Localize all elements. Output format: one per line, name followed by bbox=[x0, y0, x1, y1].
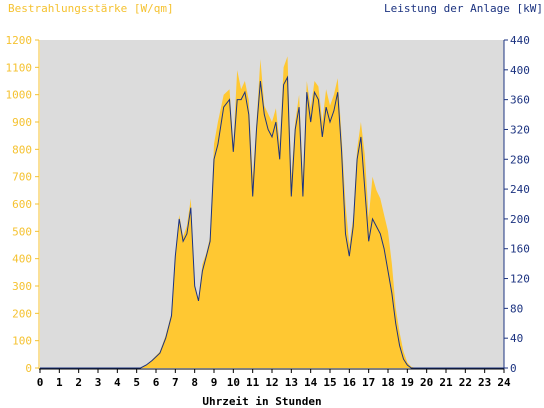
x-tick-label: 11 bbox=[246, 376, 260, 389]
left-tick-label: 1100 bbox=[6, 61, 33, 74]
right-tick-label: 280 bbox=[510, 153, 530, 166]
x-tick-label: 3 bbox=[95, 376, 102, 389]
left-tick-label: 1000 bbox=[6, 89, 33, 102]
left-axis-ticks: 0 100 200 300 400 500 600 700 800 900 1000 1100 1200 bbox=[6, 34, 39, 375]
x-tick-label: 14 bbox=[304, 376, 318, 389]
x-tick-label: 8 bbox=[191, 376, 198, 389]
left-axis-title: Bestrahlungsstärke [W/qm] bbox=[8, 2, 174, 15]
x-tick-label: 15 bbox=[323, 376, 336, 389]
x-tick-label: 18 bbox=[381, 376, 394, 389]
right-tick-label: 0 bbox=[510, 362, 517, 375]
left-tick-label: 800 bbox=[12, 143, 32, 156]
x-tick-label: 24 bbox=[497, 376, 511, 389]
left-tick-label: 900 bbox=[12, 116, 32, 129]
right-axis-ticks: 0 40 80 120 160 200 240 280 320 360 400 440 bbox=[504, 34, 530, 375]
x-tick-label: 22 bbox=[459, 376, 472, 389]
left-tick-label: 0 bbox=[25, 362, 32, 375]
right-tick-label: 400 bbox=[510, 64, 530, 77]
left-tick-label: 400 bbox=[12, 253, 32, 266]
left-tick-label: 200 bbox=[12, 307, 32, 320]
right-tick-label: 200 bbox=[510, 213, 530, 226]
right-tick-label: 120 bbox=[510, 273, 530, 286]
right-tick-label: 240 bbox=[510, 183, 530, 196]
x-tick-label: 21 bbox=[439, 376, 453, 389]
right-tick-label: 40 bbox=[510, 332, 523, 345]
x-tick-label: 6 bbox=[153, 376, 160, 389]
right-tick-label: 80 bbox=[510, 302, 523, 315]
right-tick-label: 360 bbox=[510, 94, 530, 107]
left-tick-label: 300 bbox=[12, 280, 32, 293]
x-tick-label: 1 bbox=[56, 376, 63, 389]
x-tick-label: 5 bbox=[133, 376, 140, 389]
x-tick-label: 23 bbox=[478, 376, 491, 389]
power-line bbox=[40, 75, 504, 369]
x-tick-label: 12 bbox=[265, 376, 278, 389]
left-tick-label: 500 bbox=[12, 225, 32, 238]
x-tick-label: 4 bbox=[114, 376, 121, 389]
x-tick-label: 17 bbox=[362, 376, 375, 389]
x-tick-label: 20 bbox=[420, 376, 433, 389]
left-tick-label: 1200 bbox=[6, 34, 33, 47]
x-tick-label: 10 bbox=[227, 376, 240, 389]
x-axis-title: Uhrzeit in Stunden bbox=[202, 395, 321, 408]
irradiance-area bbox=[40, 56, 504, 369]
power-series bbox=[40, 75, 504, 369]
x-axis-ticks: 0 1 2 3 4 5 6 7 8 9 10 11 12 13 14 15 16 17 18 19 20 21 22 23 24 bbox=[37, 369, 511, 389]
right-tick-label: 320 bbox=[510, 123, 530, 136]
x-tick-label: 13 bbox=[285, 376, 298, 389]
x-tick-label: 0 bbox=[37, 376, 44, 389]
x-tick-label: 9 bbox=[211, 376, 218, 389]
left-tick-label: 600 bbox=[12, 198, 32, 211]
right-tick-label: 440 bbox=[510, 34, 530, 47]
x-tick-label: 19 bbox=[401, 376, 414, 389]
right-axis-title: Leistung der Anlage [kW] bbox=[384, 2, 543, 15]
x-tick-label: 7 bbox=[172, 376, 179, 389]
irradiance-series bbox=[40, 56, 504, 369]
left-tick-label: 100 bbox=[12, 335, 32, 348]
right-tick-label: 160 bbox=[510, 243, 530, 256]
x-tick-label: 16 bbox=[343, 376, 357, 389]
x-tick-label: 2 bbox=[75, 376, 82, 389]
left-tick-label: 700 bbox=[12, 171, 32, 184]
